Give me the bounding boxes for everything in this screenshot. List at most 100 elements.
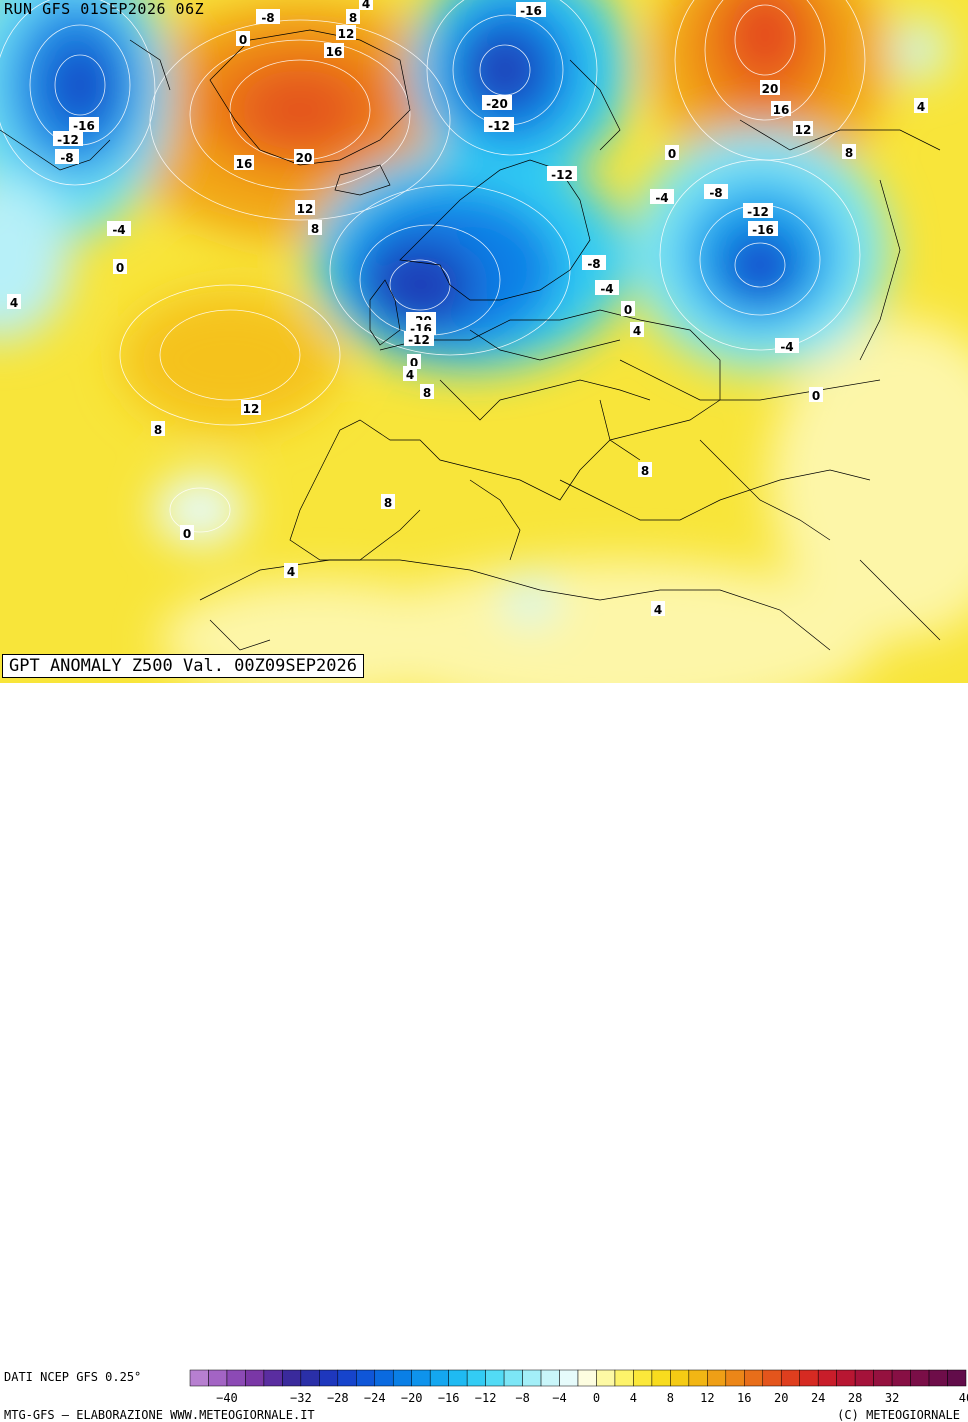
colorbar-swatch [374, 1369, 394, 1387]
contour-label: -12 [747, 205, 769, 219]
contour-label: 20 [296, 151, 313, 165]
colorbar-swatch [817, 1369, 837, 1387]
contour-label: 4 [362, 0, 370, 11]
legend-panel: DATI NCEP GFS 0.25° −40 −32 −28 −24 −20 −16 −1… [0, 683, 968, 1422]
contour-label: -12 [408, 333, 430, 347]
colorbar-tick-label: −8 [515, 1391, 529, 1405]
colorbar-swatch [725, 1369, 745, 1387]
colorbar-swatch [411, 1369, 431, 1387]
colorbar-swatch [559, 1369, 579, 1387]
contour-label: -4 [600, 282, 613, 296]
colorbar-tick-label: 20 [774, 1391, 788, 1405]
colorbar: −40 −32 −28 −24 −20 −16 −12 −8 −4 0 4 8 12 16 20 24 28 32… [189, 1369, 968, 1405]
colorbar-swatch [707, 1369, 727, 1387]
contour-label: 16 [236, 157, 253, 171]
contour-label: -16 [520, 4, 542, 18]
colorbar-tick-label: 32 [885, 1391, 899, 1405]
coastlines [0, 29, 941, 651]
colorbar-tick-label: 0 [593, 1391, 600, 1405]
contour-label: 8 [311, 222, 319, 236]
colorbar-swatch [799, 1369, 819, 1387]
contour-label: 16 [773, 103, 790, 117]
data-source: DATI NCEP GFS 0.25° [4, 1370, 142, 1384]
colorbar-swatch [356, 1369, 376, 1387]
contour-label: -8 [587, 257, 600, 271]
contour-label: 8 [154, 423, 162, 437]
contour-label: 4 [406, 368, 414, 382]
colorbar-swatch [263, 1369, 283, 1387]
colorbar-swatch [762, 1369, 782, 1387]
contour-label: 12 [338, 27, 355, 41]
colorbar-swatch [208, 1369, 228, 1387]
contour-label: -16 [752, 223, 774, 237]
colorbar-swatch [485, 1369, 505, 1387]
contour-label: 12 [243, 402, 260, 416]
contour-label: 4 [633, 324, 641, 338]
colorbar-swatch [540, 1369, 560, 1387]
colorbar-tick-label: −16 [438, 1391, 460, 1405]
contour-label: -12 [551, 168, 573, 182]
contour-label: 0 [116, 261, 124, 275]
contour-label: 0 [410, 356, 418, 370]
colorbar-tick-label: 12 [700, 1391, 714, 1405]
colorbar-tick-label: 8 [667, 1391, 674, 1405]
contour-label: 4 [654, 603, 662, 617]
contour-label: 12 [297, 202, 314, 216]
contour-label: -12 [488, 119, 510, 133]
contour-lines [0, 0, 866, 533]
colorbar-swatch [337, 1369, 357, 1387]
contour-label: 0 [239, 33, 247, 47]
colorbar-swatch [854, 1369, 874, 1387]
colorbar-tick-label: 28 [848, 1391, 862, 1405]
contour-label: 8 [641, 464, 649, 478]
contour-label: 8 [423, 386, 431, 400]
colorbar-tick-label: 16 [737, 1391, 751, 1405]
colorbar-swatch [466, 1369, 486, 1387]
map-canvas: -8 0 4 8 12 16 -16 -12 -8 16 20 -20 -12 … [0, 0, 968, 683]
colorbar-swatch [245, 1369, 265, 1387]
colorbar-swatch [670, 1369, 690, 1387]
credit-left: MTG-GFS — ELABORAZIONE WWW.METEOGIORNALE… [4, 1408, 315, 1422]
run-label: RUN GFS 01SEP2026 06Z [4, 0, 205, 18]
colorbar-tick-label: 4 [630, 1391, 637, 1405]
contour-label: -12 [57, 133, 79, 147]
colorbar-swatch [577, 1369, 597, 1387]
colorbar-swatch [651, 1369, 671, 1387]
contour-label: 0 [183, 527, 191, 541]
colorbar-swatch [780, 1369, 800, 1387]
colorbar-tick-label: 40 [959, 1391, 968, 1405]
colorbar-swatch [891, 1369, 911, 1387]
contour-label: 8 [845, 146, 853, 160]
colorbar-swatch [836, 1369, 856, 1387]
colorbar-tick-label: −12 [475, 1391, 497, 1405]
contour-label: -4 [780, 340, 793, 354]
colorbar-tick-label: −32 [290, 1391, 312, 1405]
contour-label: -8 [709, 186, 722, 200]
contour-label: 0 [668, 147, 676, 161]
contour-labels: -8 0 4 8 12 16 -16 -12 -8 16 20 -20 -12 … [7, 0, 928, 617]
colorbar-swatch [503, 1369, 523, 1387]
colorbar-swatch [744, 1369, 764, 1387]
colorbar-swatch [947, 1369, 967, 1387]
contour-label: -8 [261, 11, 274, 25]
anomaly-map: -8 0 4 8 12 16 -16 -12 -8 16 20 -20 -12 … [0, 0, 968, 683]
contour-label: 4 [10, 296, 18, 310]
contour-label: 12 [795, 123, 812, 137]
colorbar-swatch [189, 1369, 209, 1387]
colorbar-swatch [429, 1369, 449, 1387]
colorbar-swatch [614, 1369, 634, 1387]
colorbar-swatch [928, 1369, 948, 1387]
colorbar-swatch [226, 1369, 246, 1387]
colorbar-swatch [873, 1369, 893, 1387]
contour-label: 4 [917, 100, 925, 114]
contour-label: -8 [60, 151, 73, 165]
colorbar-swatch [633, 1369, 653, 1387]
colorbar-tick-label: −24 [364, 1391, 386, 1405]
contour-label: -16 [73, 119, 95, 133]
contour-label: -20 [486, 97, 508, 111]
colorbar-swatch [319, 1369, 339, 1387]
contour-label: 0 [624, 303, 632, 317]
colorbar-swatch [522, 1369, 542, 1387]
contour-label: 16 [326, 45, 343, 59]
contour-label: 20 [762, 82, 779, 96]
